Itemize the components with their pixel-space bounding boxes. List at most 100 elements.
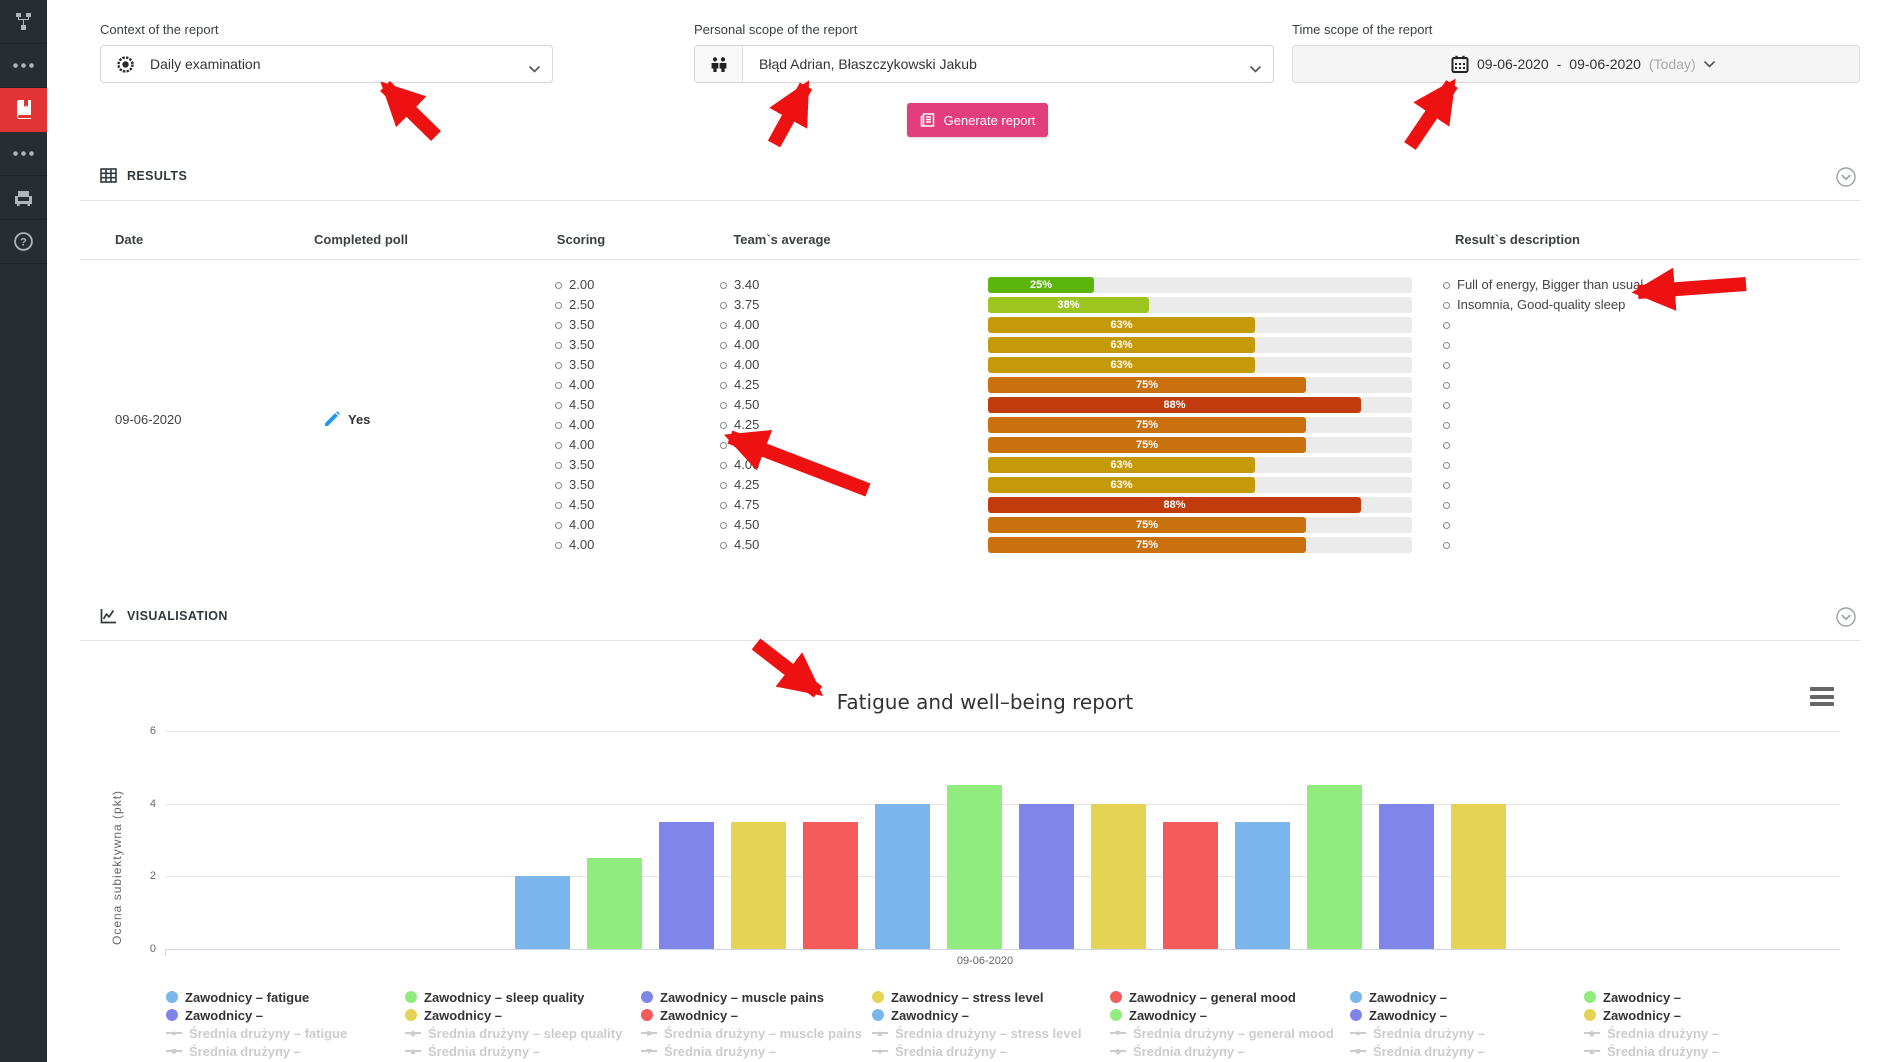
sidebar-item-5[interactable]: ? bbox=[0, 220, 47, 264]
bullet-icon bbox=[1443, 502, 1450, 510]
chart-bar[interactable] bbox=[1235, 822, 1290, 949]
result-description bbox=[1443, 315, 1457, 335]
legend-label: Średnia drużyny – fatigue bbox=[189, 1025, 348, 1041]
sidebar-item-4[interactable] bbox=[0, 176, 47, 220]
team-average-value: 4.00 bbox=[720, 335, 759, 355]
legend-marker-icon bbox=[1350, 991, 1362, 1003]
legend-label: Średnia drużyny – bbox=[1607, 1043, 1719, 1059]
legend-label: Średnia drużyny – bbox=[664, 1043, 776, 1059]
legend-label: Zawodnicy – bbox=[660, 1007, 739, 1023]
context-select[interactable]: Daily examination bbox=[100, 45, 553, 83]
percent-bar-fill: 38% bbox=[988, 297, 1150, 313]
legend-item[interactable]: ■ Średnia drużyny – bbox=[1350, 1043, 1485, 1059]
legend-item[interactable]: Zawodnicy – bbox=[1350, 1007, 1447, 1023]
percent-bar-fill: 63% bbox=[988, 337, 1256, 353]
bullet-icon bbox=[1443, 422, 1450, 430]
legend-item[interactable]: Zawodnicy – fatigue bbox=[166, 989, 309, 1005]
bullet-icon bbox=[555, 342, 562, 350]
legend-item[interactable]: ◆ Średnia drużyny – bbox=[1110, 1043, 1245, 1059]
col-header-completed: Completed poll bbox=[314, 232, 408, 247]
bullet-icon bbox=[720, 382, 727, 390]
bullet-icon bbox=[1443, 362, 1450, 370]
legend-item[interactable]: ▼ Średnia drużyny – general mood bbox=[1110, 1025, 1334, 1041]
legend-item[interactable]: ● Średnia drużyny – bbox=[1350, 1025, 1485, 1041]
col-header-team-average: Team`s average bbox=[733, 232, 831, 247]
sidebar-item-3[interactable] bbox=[0, 132, 47, 176]
legend-item[interactable]: Zawodnicy – bbox=[872, 1007, 969, 1023]
legend-item[interactable]: Zawodnicy – bbox=[166, 1007, 263, 1023]
chart-bar[interactable] bbox=[1163, 822, 1218, 949]
percent-bar-track: 75% bbox=[988, 517, 1412, 533]
chevron-down-icon bbox=[1250, 60, 1261, 76]
chart-bar[interactable] bbox=[515, 876, 570, 949]
y-tick-label: 0 bbox=[149, 943, 156, 955]
legend-item[interactable]: ◆ Średnia drużyny – bbox=[1584, 1025, 1719, 1041]
table-row: 3.50 4.00 63% bbox=[80, 455, 1860, 475]
scoring-value: 2.50 bbox=[555, 295, 594, 315]
time-scope-select[interactable]: 09-06-2020 - 09-06-2020 (Today) bbox=[1292, 45, 1860, 83]
collapse-results-icon[interactable] bbox=[1836, 167, 1856, 187]
context-label: Context of the report bbox=[100, 22, 219, 37]
legend-item[interactable]: ▲ Średnia drużyny – bbox=[1584, 1043, 1719, 1059]
legend-label: Zawodnicy – general mood bbox=[1129, 989, 1296, 1005]
chart-bar[interactable] bbox=[1451, 804, 1506, 949]
legend-label: Zawodnicy – bbox=[1369, 1007, 1448, 1023]
sidebar-item-2-active[interactable] bbox=[0, 88, 47, 132]
report-icon bbox=[920, 113, 935, 127]
chart-bar[interactable] bbox=[1307, 785, 1362, 949]
legend-item[interactable]: Zawodnicy – bbox=[641, 1007, 738, 1023]
legend-item[interactable]: Zawodnicy – sleep quality bbox=[405, 989, 584, 1005]
sidebar-item-1[interactable] bbox=[0, 44, 47, 88]
chart-bar[interactable] bbox=[875, 804, 930, 949]
legend-item[interactable]: ● Średnia drużyny – bbox=[872, 1043, 1007, 1059]
legend-item[interactable]: ■ Średnia drużyny – bbox=[166, 1043, 301, 1059]
legend-item[interactable]: Zawodnicy – bbox=[1110, 1007, 1207, 1023]
legend-item[interactable]: Zawodnicy – general mood bbox=[1110, 989, 1296, 1005]
personal-scope-select[interactable]: Błąd Adrian, Błaszczykowski Jakub bbox=[694, 45, 1274, 83]
percent-bar-track: 75% bbox=[988, 377, 1412, 393]
team-average-value: 4.00 bbox=[720, 355, 759, 375]
chart-bar[interactable] bbox=[1379, 804, 1434, 949]
legend-item[interactable]: ■ Średnia drużyny – muscle pains bbox=[641, 1025, 862, 1041]
chart-bar[interactable] bbox=[731, 822, 786, 949]
chart-bar[interactable] bbox=[659, 822, 714, 949]
table-row: 2.50 3.75 38% Insomnia, Good-quality sleep bbox=[80, 295, 1860, 315]
percent-bar-fill: 63% bbox=[988, 357, 1256, 373]
chart-bar[interactable] bbox=[803, 822, 858, 949]
legend-label: Zawodnicy – muscle pains bbox=[660, 989, 824, 1005]
legend-item[interactable]: Zawodnicy – bbox=[405, 1007, 502, 1023]
chart-bar[interactable] bbox=[1019, 804, 1074, 949]
scoring-value: 4.00 bbox=[555, 435, 594, 455]
legend-item[interactable]: ◆ Średnia drużyny – sleep quality bbox=[405, 1025, 622, 1041]
sidebar-item-0[interactable] bbox=[0, 0, 47, 44]
completed-poll-cell: Yes bbox=[323, 408, 370, 430]
legend-item[interactable]: ▲ Średnia drużyny – stress level bbox=[872, 1025, 1081, 1041]
legend-item[interactable]: Zawodnicy – bbox=[1584, 989, 1681, 1005]
generate-report-button[interactable]: Generate report bbox=[907, 103, 1048, 137]
collapse-visualisation-icon[interactable] bbox=[1836, 607, 1856, 627]
chart-bar[interactable] bbox=[1091, 804, 1146, 949]
percent-bar-track: 63% bbox=[988, 357, 1412, 373]
legend-item[interactable]: Zawodnicy – muscle pains bbox=[641, 989, 824, 1005]
bullet-icon bbox=[555, 282, 562, 290]
bullet-icon bbox=[720, 542, 727, 550]
armchair-icon bbox=[14, 190, 33, 206]
chart-menu-icon[interactable] bbox=[1810, 687, 1834, 706]
legend-item[interactable]: ● Średnia drużyny – fatigue bbox=[166, 1025, 347, 1041]
bullet-icon bbox=[720, 502, 727, 510]
chart-bar[interactable] bbox=[587, 858, 642, 949]
legend-item[interactable]: ▼ Średnia drużyny – bbox=[641, 1043, 776, 1059]
pencil-icon[interactable] bbox=[323, 410, 340, 428]
legend-item[interactable]: ▲ Średnia drużyny – bbox=[405, 1043, 540, 1059]
legend-label: Zawodnicy – bbox=[1603, 989, 1682, 1005]
percent-bar-track: 75% bbox=[988, 537, 1412, 553]
bullet-icon bbox=[720, 402, 727, 410]
calendar-icon bbox=[1451, 55, 1469, 73]
legend-item[interactable]: Zawodnicy – bbox=[1584, 1007, 1681, 1023]
personal-label: Personal scope of the report bbox=[694, 22, 858, 37]
legend-item[interactable]: Zawodnicy – stress level bbox=[872, 989, 1043, 1005]
percent-bar-fill: 63% bbox=[988, 477, 1256, 493]
legend-item[interactable]: Zawodnicy – bbox=[1350, 989, 1447, 1005]
scoring-value: 4.00 bbox=[555, 515, 594, 535]
chart-bar[interactable] bbox=[947, 785, 1002, 949]
